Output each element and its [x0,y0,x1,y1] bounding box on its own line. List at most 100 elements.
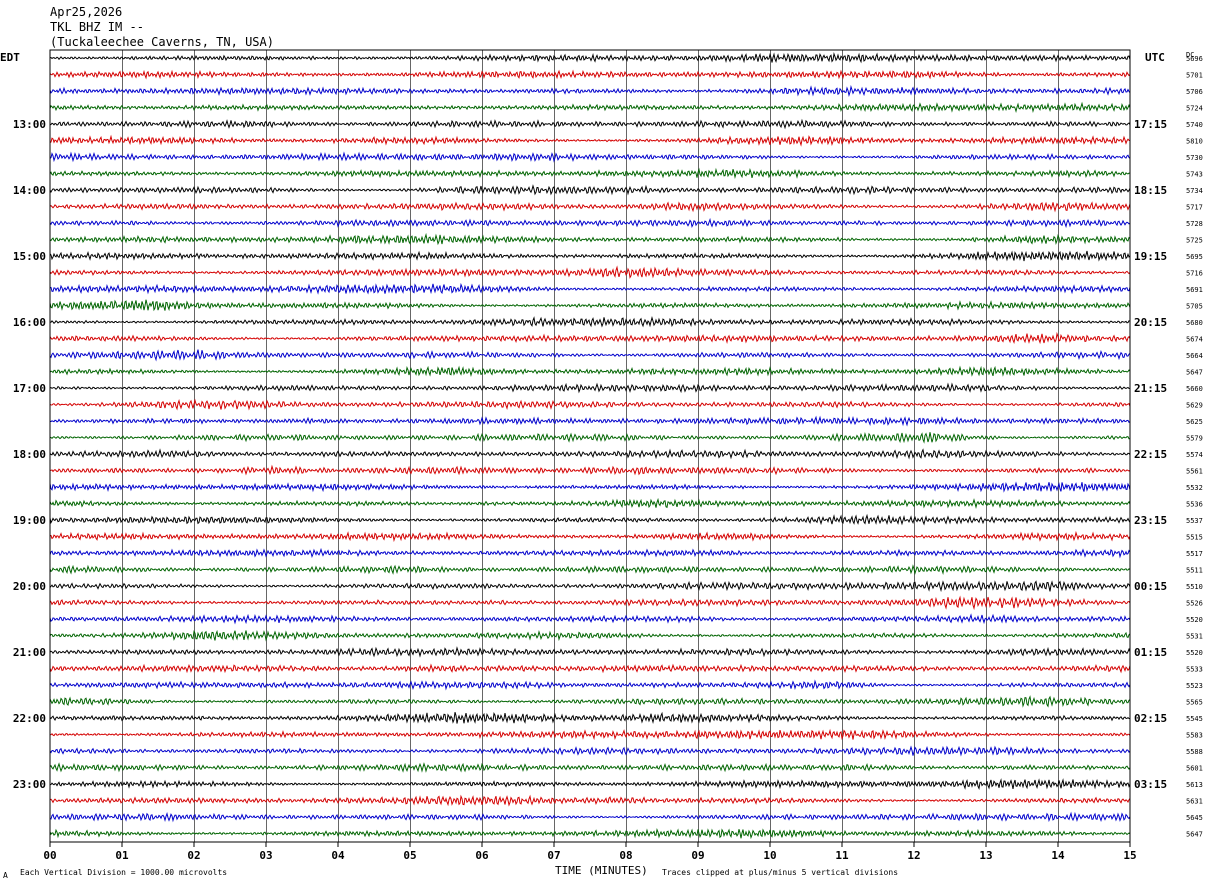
x-tick-label-02: 02 [187,849,200,862]
trace-row-16 [49,299,1131,312]
x-tick-label-06: 06 [475,849,489,862]
trace-row-44 [49,762,1131,773]
x-tick-label-01: 01 [115,849,129,862]
dc-offset-row-26: 5561 [1186,468,1203,476]
right-time-label-8: 00:15 [1134,580,1167,593]
dc-offset-row-19: 5664 [1186,352,1203,360]
x-tick-label-08: 08 [619,849,632,862]
trace-row-4 [49,101,1131,114]
trace-row-3 [49,84,1131,97]
dc-offset-row-21: 5660 [1186,385,1203,393]
header-station: TKL BHZ IM -- [50,20,144,34]
right-zone-label: UTC [1145,51,1165,64]
seismic-traces [49,52,1131,840]
trace-row-5 [49,118,1131,130]
trace-row-28 [49,497,1131,509]
x-tick-label-12: 12 [907,849,920,862]
dc-offset-row-35: 5520 [1186,616,1203,624]
right-time-label-11: 03:15 [1134,778,1167,791]
header-location: (Tuckaleechee Caverns, TN, USA) [50,35,274,49]
dc-offset-row-15: 5691 [1186,286,1203,294]
x-axis-title: TIME (MINUTES) [555,864,648,877]
trace-row-15 [49,282,1131,295]
trace-row-41 [49,711,1131,725]
trace-row-30 [49,530,1131,543]
dc-offset-row-42: 5583 [1186,732,1203,740]
trace-row-25 [49,448,1131,460]
dc-offset-row-36: 5531 [1186,633,1203,641]
dc-offset-row-4: 5724 [1186,105,1203,113]
minute-gridlines [122,50,1059,842]
trace-row-21 [49,382,1131,394]
trace-row-31 [49,547,1131,559]
dc-offset-row-44: 5601 [1186,765,1203,773]
dc-offset-row-9: 5734 [1186,187,1203,195]
dc-offset-row-3: 5706 [1186,88,1203,96]
left-time-label-8: 20:00 [13,580,46,593]
dc-offset-row-45: 5613 [1186,781,1203,789]
trace-row-9 [49,184,1131,196]
trace-row-46 [49,794,1131,807]
dc-offset-row-1: 5696 [1186,55,1203,63]
trace-row-26 [49,464,1131,476]
left-time-label-9: 21:00 [13,646,46,659]
dc-offset-row-7: 5730 [1186,154,1203,162]
x-tick-label-05: 05 [403,849,416,862]
trace-row-22 [49,398,1131,411]
x-tick-label-07: 07 [547,849,560,862]
header-date: Apr25,2026 [50,5,122,19]
dc-offset-row-6: 5810 [1186,138,1203,146]
right-time-labels: 17:15 18:15 19:15 20:15 21:15 22:15 23:15 00:15… [1134,118,1167,791]
trace-row-38 [49,663,1131,674]
trace-row-1 [49,52,1131,64]
dc-offset-row-20: 5647 [1186,369,1203,377]
dc-offset-row-8: 5743 [1186,171,1203,179]
plot-frame [49,49,1131,843]
dc-offset-row-11: 5728 [1186,220,1203,228]
trace-row-27 [49,481,1131,493]
dc-offset-row-47: 5645 [1186,814,1203,822]
trace-row-19 [49,349,1131,362]
trace-row-8 [49,167,1131,179]
dc-offset-row-28: 5536 [1186,501,1203,509]
x-tick-label-03: 03 [259,849,272,862]
trace-row-17 [49,316,1131,328]
scale-mark: A [3,871,8,880]
x-tick-label-14: 14 [1051,849,1065,862]
trace-row-48 [49,827,1131,840]
trace-row-43 [49,745,1131,757]
trace-row-2 [49,69,1131,80]
left-zone-label: EDT [0,51,20,64]
trace-row-33 [49,580,1131,593]
left-time-label-4: 16:00 [13,316,46,329]
trace-row-36 [49,629,1131,642]
dc-offset-row-17: 5680 [1186,319,1203,327]
trace-row-20 [49,365,1131,377]
dc-offset-row-43: 5588 [1186,748,1203,756]
trace-row-13 [49,250,1131,262]
right-time-label-9: 01:15 [1134,646,1167,659]
dc-offset-row-33: 5510 [1186,583,1203,591]
dc-offset-row-40: 5565 [1186,699,1203,707]
dc-offset-row-31: 5517 [1186,550,1203,558]
trace-row-6 [49,134,1131,147]
dc-offset-row-16: 5705 [1186,303,1203,311]
dc-offset-row-48: 5647 [1186,831,1203,839]
left-time-label-10: 22:00 [13,712,46,725]
trace-row-35 [49,613,1131,625]
trace-row-40 [49,695,1131,708]
dc-offset-row-5: 5740 [1186,121,1203,129]
dc-offset-row-12: 5725 [1186,237,1203,245]
right-time-label-4: 20:15 [1134,316,1167,329]
left-time-label-1: 13:00 [13,118,46,131]
clip-note: Traces clipped at plus/minus 5 vertical … [662,868,898,877]
trace-row-47 [49,811,1131,823]
left-time-label-11: 23:00 [13,778,46,791]
trace-row-37 [49,646,1131,658]
x-tick-label-15: 15 [1123,849,1136,862]
dc-header: DC [1186,51,1194,59]
dc-offset-row-27: 5532 [1186,484,1203,492]
dc-offset-row-13: 5695 [1186,253,1203,261]
trace-row-34 [49,595,1131,611]
dc-offset-row-46: 5631 [1186,798,1203,806]
